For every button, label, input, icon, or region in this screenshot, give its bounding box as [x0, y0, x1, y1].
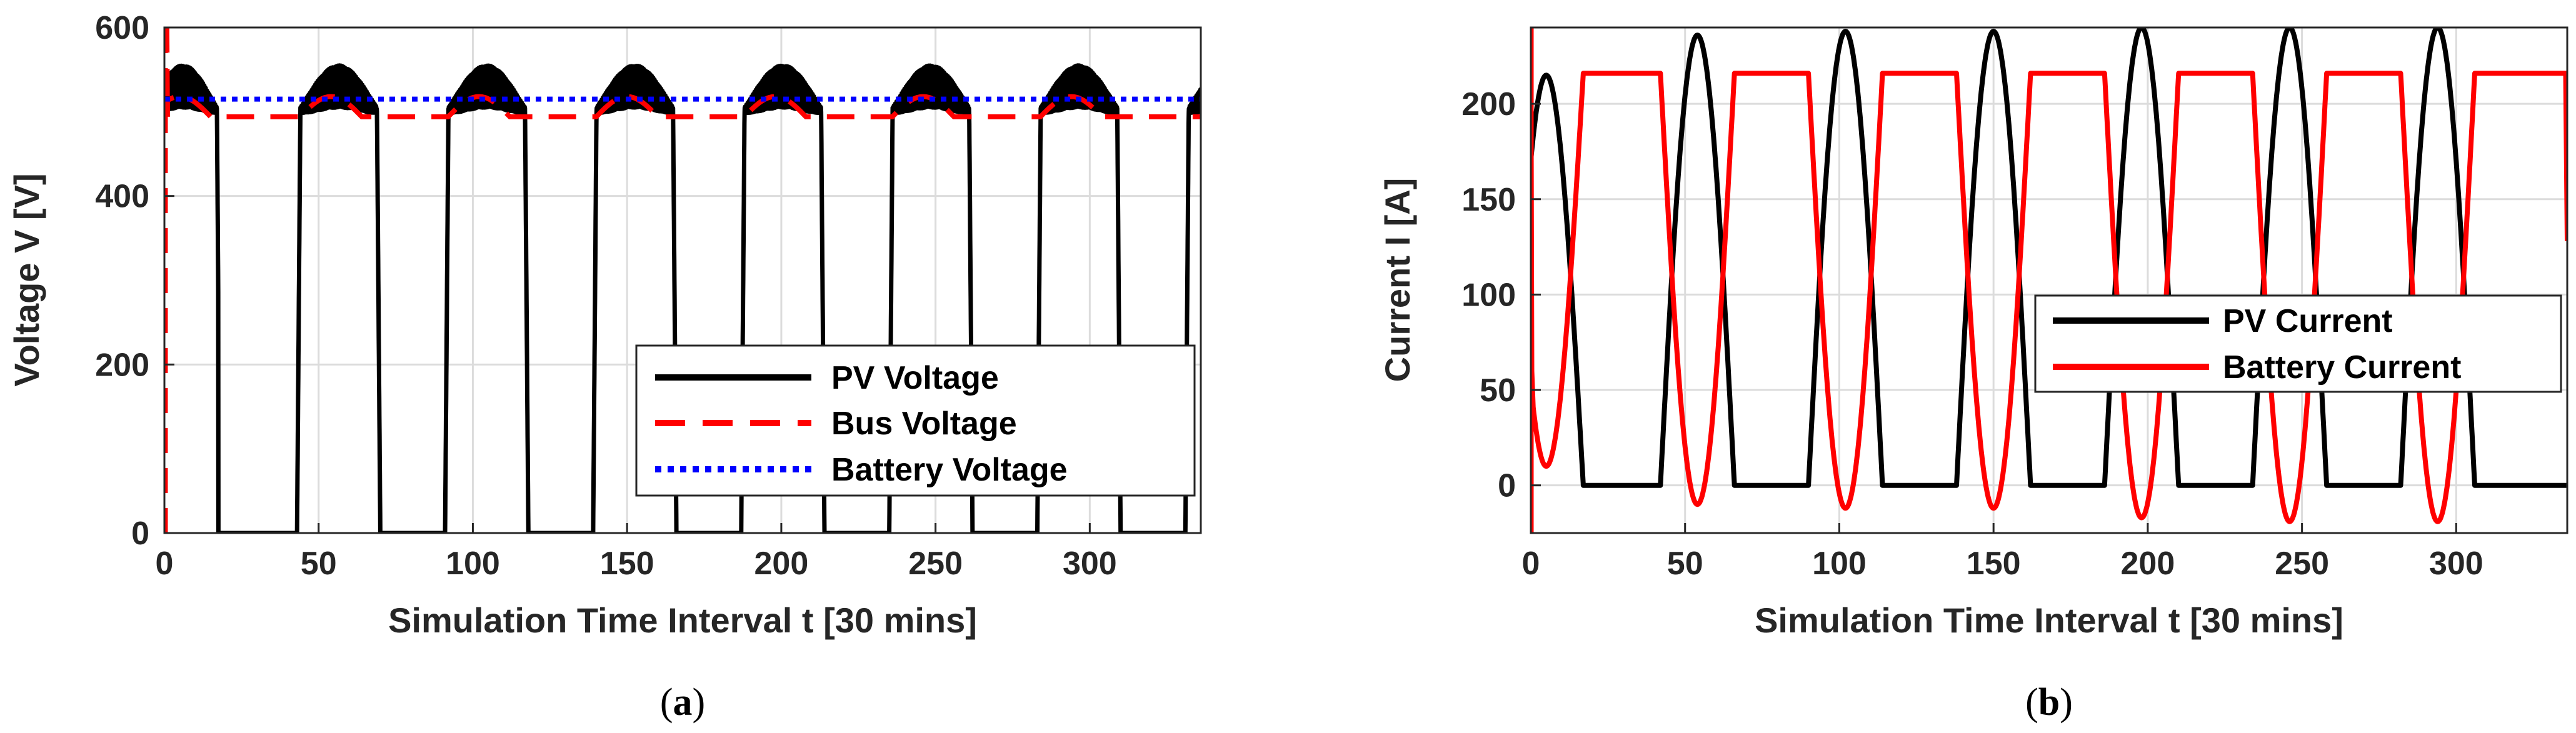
x-tick-label: 50 — [1667, 546, 1703, 582]
series-battery-current — [1531, 27, 2567, 524]
x-tick-label: 150 — [1967, 546, 2021, 582]
x-tick-label: 300 — [2429, 546, 2483, 582]
x-tick-label: 100 — [1812, 546, 1867, 582]
caption-a-letter: a — [673, 681, 693, 724]
x-tick-label: 0 — [156, 546, 174, 582]
y-axis-label-b: Current I [A] — [1378, 178, 1417, 382]
plot-area-b — [1531, 27, 2567, 533]
x-tick-label: 150 — [600, 546, 654, 582]
x-tick-label: 250 — [908, 546, 963, 582]
panel-b-current-chart: 0 50 100 150 200 250 300 0 50 100 150 200 Simulatio… — [1378, 26, 2568, 724]
x-tick-label: 250 — [2275, 546, 2329, 582]
legend-a: PV Voltage Bus Voltage Battery Voltage — [635, 344, 1196, 497]
legend-label-pv-voltage: PV Voltage — [831, 360, 999, 396]
x-tick-label: 100 — [446, 546, 500, 582]
x-tick-label: 50 — [301, 546, 337, 582]
x-tick-label: 300 — [1063, 546, 1117, 582]
legend-label-battery-current: Battery Current — [2223, 349, 2461, 386]
y-tick-label: 50 — [1480, 372, 1516, 409]
y-tick-label: 150 — [1461, 182, 1516, 218]
series-pv-current — [1531, 27, 2567, 488]
caption-b-close: ) — [2060, 681, 2073, 724]
y-axis-label-a: Voltage V [V] — [7, 173, 46, 386]
ticks-a: 0 50 100 150 200 250 300 0 200 400 600 — [95, 10, 1117, 582]
caption-a-open: ( — [660, 681, 673, 724]
caption-a-close: ) — [693, 681, 706, 724]
y-tick-label: 400 — [95, 179, 149, 215]
legend-b: PV Current Battery Current — [2034, 294, 2562, 393]
caption-b-letter: b — [2038, 681, 2060, 724]
caption-b: (b) — [2025, 681, 2073, 724]
legend-box-b — [2034, 294, 2562, 393]
legend-label-battery-voltage: Battery Voltage — [831, 452, 1068, 488]
caption-a: (a) — [660, 681, 705, 724]
series-pv-voltage — [164, 63, 1201, 533]
y-tick-label: 0 — [1498, 468, 1516, 504]
x-axis-label-b: Simulation Time Interval t [30 mins] — [1755, 601, 2343, 640]
x-tick-label: 200 — [754, 546, 809, 582]
y-tick-label: 200 — [1461, 86, 1516, 122]
y-tick-label: 0 — [131, 516, 149, 552]
y-tick-label: 100 — [1461, 277, 1516, 313]
legend-label-pv-current: PV Current — [2223, 303, 2393, 339]
y-tick-label: 200 — [95, 347, 149, 383]
legend-label-bus-voltage: Bus Voltage — [831, 406, 1017, 442]
y-tick-label: 600 — [95, 10, 149, 46]
x-tick-label: 200 — [2121, 546, 2175, 582]
ticks-b: 0 50 100 150 200 250 300 0 50 100 150 200 — [1461, 86, 2483, 582]
x-tick-label: 0 — [1522, 546, 1540, 582]
series-bus-voltage — [164, 27, 1201, 119]
x-axis-label-a: Simulation Time Interval t [30 mins] — [388, 601, 977, 640]
axes-box-b — [1530, 26, 2568, 534]
caption-b-open: ( — [2025, 681, 2038, 724]
panel-a-voltage-chart: 0 50 100 150 200 250 300 0 200 400 600 Simulation … — [7, 10, 1202, 724]
axes-box-a — [163, 26, 1202, 534]
